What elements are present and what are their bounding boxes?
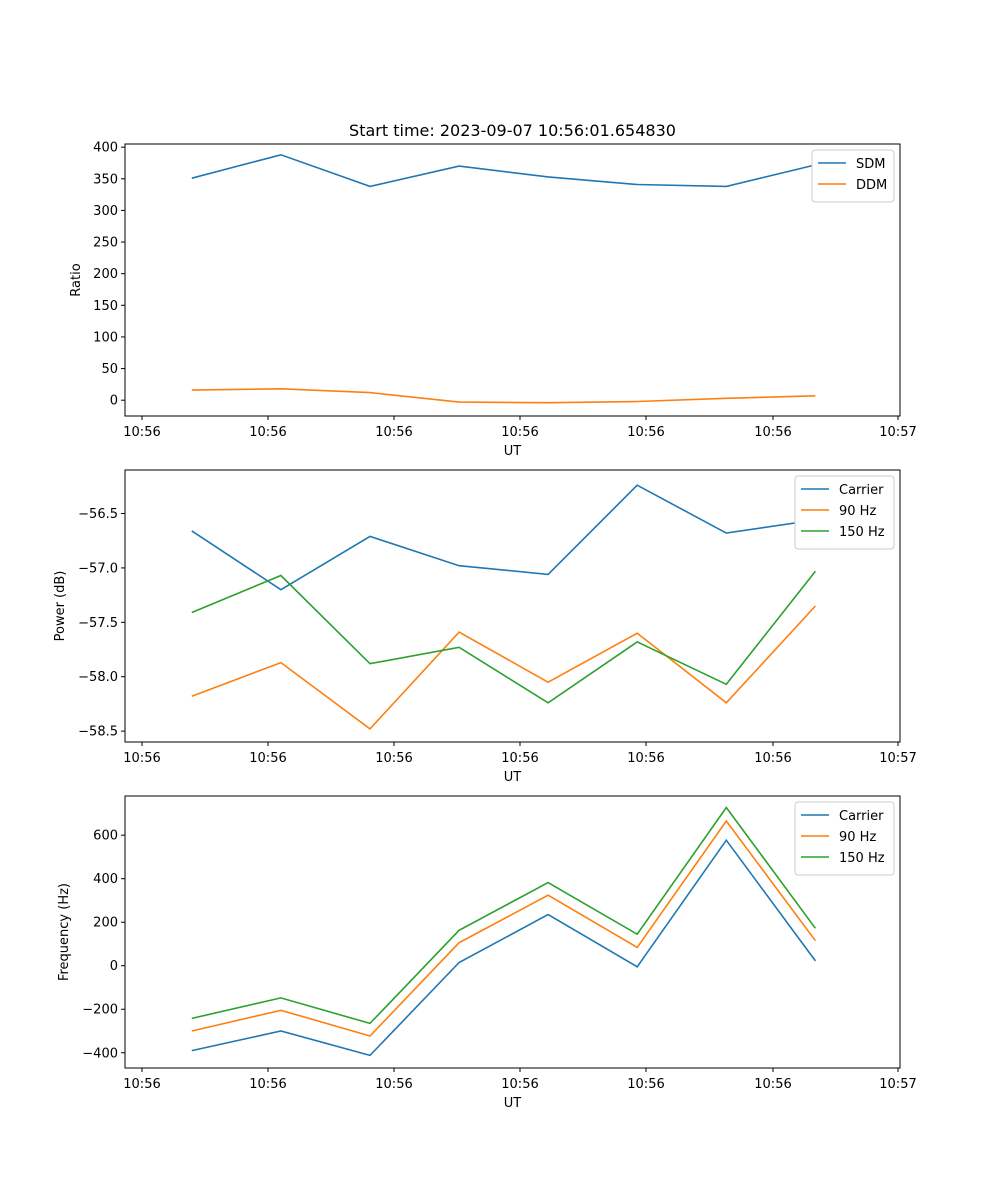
x-tick-label: 10:57 [879,425,916,440]
x-tick-label: 10:56 [375,425,412,440]
series-line-carrier [191,838,817,1057]
x-tick-label: 10:56 [249,751,286,766]
series-line-90-hz [191,819,817,1037]
axes-frame [124,143,901,417]
axes-frame [124,469,901,743]
series-line-ddm [191,387,816,404]
x-tick-label: 10:56 [501,751,538,766]
y-tick-label: 200 [93,267,118,282]
series-line-carrier [191,484,816,591]
x-tick-label: 10:56 [627,1077,664,1092]
x-tick-label: 10:56 [123,425,160,440]
x-tick-label: 10:56 [754,751,791,766]
figure-title: Start time: 2023-09-07 10:56:01.654830 [349,121,676,140]
y-axis-label: Frequency (Hz) [57,883,72,981]
y-tick-label: 250 [93,236,118,251]
y-axis-label: Power (dB) [53,571,68,642]
frequency-panel: −400 −200 0 200 400 600 10:56 10:56 10:56 10:56 10… [57,795,917,1111]
x-tick-label: 10:56 [754,1077,791,1092]
legend-label-sdm: SDM [856,157,885,172]
x-tick-label: 10:56 [249,425,286,440]
x-tick-label: 10:56 [375,1077,412,1092]
y-tick-label: 0 [110,394,118,409]
legend-label-carrier: Carrier [839,483,884,498]
legend-label-carrier: Carrier [839,809,884,824]
y-tick-label: 100 [93,330,118,345]
x-tick-label: 10:56 [123,751,160,766]
x-tick-label: 10:56 [627,425,664,440]
y-axis-label: Ratio [69,263,84,296]
ratio-panel: 0 50 100 150 200 250 300 350 400 10:56 10:56 10:56 1… [69,141,917,459]
y-tick-label: −56.5 [78,507,118,522]
x-tick-label: 10:56 [627,751,664,766]
x-tick-label: 10:56 [501,1077,538,1092]
x-axis-label: UT [504,770,522,785]
legend-label-90-hz: 90 Hz [839,830,876,845]
x-axis-label: UT [504,444,522,459]
x-tick-label: 10:56 [123,1077,160,1092]
legend-label-150-hz: 150 Hz [839,525,885,540]
legend-label-ddm: DDM [856,178,887,193]
y-tick-label: 400 [93,872,118,887]
power-panel: −58.5 −58.0 −57.5 −57.0 −56.5 10:56 10:56 10:56… [53,469,917,785]
series-line-90-hz [191,605,816,730]
y-tick-label: 200 [93,916,118,931]
y-tick-label: −57.5 [78,616,118,631]
x-tick-label: 10:56 [249,1077,286,1092]
y-tick-label: −200 [82,1003,118,1018]
y-tick-label: 400 [93,141,118,156]
y-tick-label: −400 [82,1046,118,1061]
x-axis-label: UT [504,1096,522,1111]
y-tick-label: 50 [101,362,118,377]
x-tick-label: 10:57 [879,751,916,766]
y-tick-label: −58.0 [78,670,118,685]
y-tick-label: 300 [93,204,118,219]
x-tick-label: 10:57 [879,1077,916,1092]
series-line-150-hz [191,806,817,1025]
series-line-sdm [191,153,816,188]
legend-label-90-hz: 90 Hz [839,504,876,519]
legend-label-150-hz: 150 Hz [839,851,885,866]
x-tick-label: 10:56 [375,751,412,766]
y-tick-label: 350 [93,172,118,187]
series-line-150-hz [191,570,817,704]
y-tick-label: −58.5 [78,725,118,740]
y-tick-label: 150 [93,299,118,314]
x-tick-label: 10:56 [754,425,791,440]
y-tick-label: 600 [93,829,118,844]
y-tick-label: 0 [110,959,118,974]
axes-frame [124,795,901,1069]
x-tick-label: 10:56 [501,425,538,440]
y-tick-label: −57.0 [78,561,118,576]
